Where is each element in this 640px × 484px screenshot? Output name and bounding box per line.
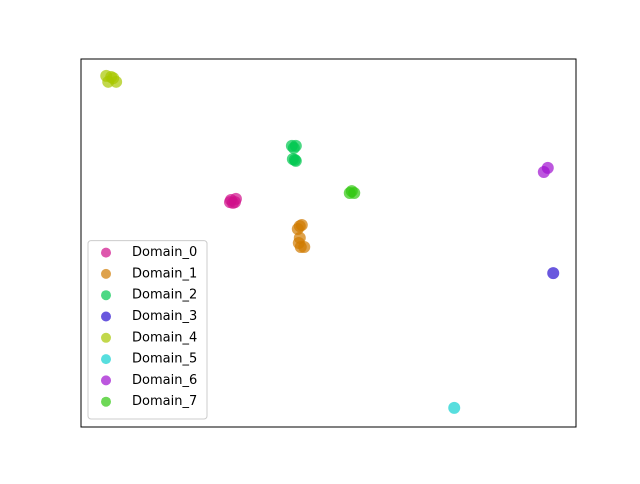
legend-marker — [101, 354, 111, 365]
point — [289, 154, 302, 167]
legend-label: Domain_4 — [132, 330, 197, 345]
legend-marker — [101, 311, 111, 322]
legend-marker — [101, 332, 111, 343]
point — [541, 161, 554, 174]
point — [448, 401, 461, 414]
legend-label: Domain_3 — [132, 309, 197, 324]
legend-label: Domain_1 — [132, 266, 197, 281]
point — [287, 142, 300, 155]
legend-marker — [101, 290, 111, 301]
legend-marker — [101, 247, 111, 258]
legend-label: Domain_2 — [132, 288, 197, 303]
legend-label: Domain_6 — [132, 373, 197, 388]
point — [348, 186, 361, 199]
legend-marker — [101, 396, 111, 407]
legend-label: Domain_0 — [132, 245, 197, 260]
point — [107, 72, 120, 85]
point — [547, 267, 560, 280]
legend-marker — [101, 375, 111, 386]
legend-box — [87, 240, 208, 420]
legend-label: Domain_7 — [132, 394, 197, 409]
point — [295, 218, 308, 231]
point — [229, 192, 242, 205]
legend-marker — [101, 268, 111, 279]
legend-label: Domain_5 — [132, 352, 197, 367]
point — [298, 241, 311, 254]
